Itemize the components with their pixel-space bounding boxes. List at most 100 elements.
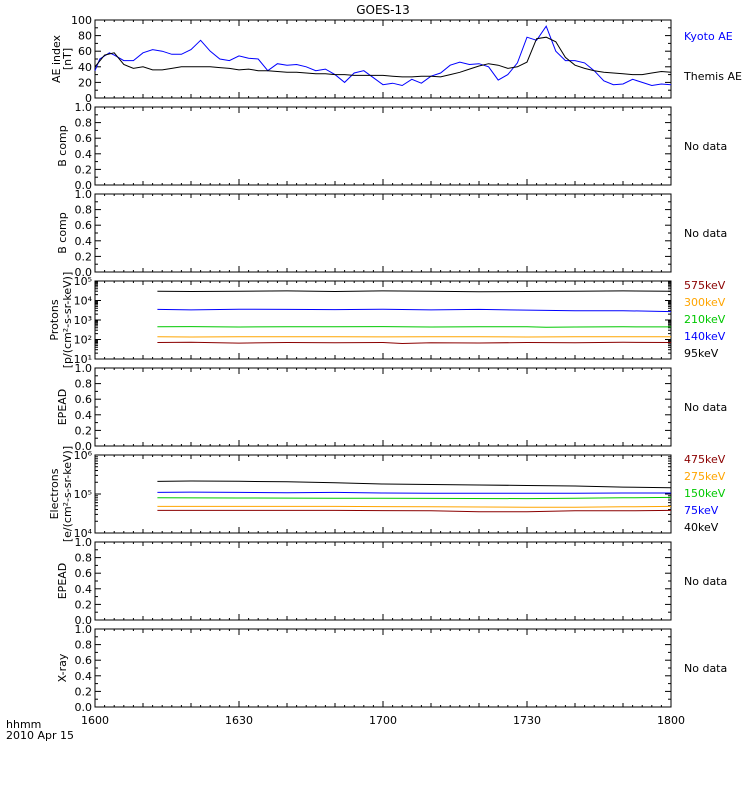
y-axis-label: EPEAD bbox=[56, 389, 69, 426]
panel-6: 10⁴ 10⁵ 10⁶ Electrons [e/(cm²-s-sr-keV)] 475k… bbox=[48, 446, 726, 542]
series-line-kyoto-ae bbox=[94, 25, 672, 87]
time-tick-label: 1630 bbox=[225, 714, 253, 727]
no-data-note: No data bbox=[684, 662, 727, 675]
y-axis-label: B comp bbox=[56, 125, 69, 167]
legend-entry: Kyoto AE bbox=[684, 30, 733, 43]
y-tick-label: 0.8 bbox=[75, 552, 93, 565]
no-data-note: No data bbox=[684, 401, 727, 414]
legend-entry: 140keV bbox=[684, 330, 726, 343]
no-data-note: No data bbox=[684, 575, 727, 588]
y-tick-label: 10¹ bbox=[74, 353, 92, 366]
panel-frame bbox=[94, 628, 672, 708]
y-tick-label: 0.2 bbox=[75, 424, 93, 437]
panel-5: 0.0 0.2 0.4 0.6 0.8 1.0 EPEAD No data bbox=[56, 362, 727, 453]
y-tick-label: 1.0 bbox=[75, 623, 93, 636]
y-tick-label: 1.0 bbox=[75, 536, 93, 549]
series-line-40kev bbox=[157, 480, 672, 489]
y-axis-unit: [p/(cm²-s-sr-keV)] bbox=[61, 272, 74, 369]
y-tick-label: 0.8 bbox=[75, 117, 93, 130]
legend-entry: 40keV bbox=[684, 521, 719, 534]
series-line-475kev bbox=[157, 509, 672, 513]
y-tick-label: 10⁵ bbox=[74, 275, 92, 288]
y-tick-label: 0.2 bbox=[75, 163, 93, 176]
y-tick-label: 1.0 bbox=[75, 101, 93, 114]
y-tick-label: 80 bbox=[78, 30, 92, 43]
time-tick-label: 1700 bbox=[369, 714, 397, 727]
y-tick-label: 0 bbox=[85, 92, 92, 105]
legend-entry: 275keV bbox=[684, 470, 726, 483]
panel-frame bbox=[94, 193, 672, 273]
legend-entry: 210keV bbox=[684, 313, 726, 326]
y-axis-label: AE index bbox=[50, 34, 63, 83]
y-tick-label: 0.4 bbox=[75, 409, 93, 422]
y-tick-label: 0.4 bbox=[75, 583, 93, 596]
no-data-note: No data bbox=[684, 140, 727, 153]
y-tick-label: 0.6 bbox=[75, 654, 93, 667]
y-tick-label: 40 bbox=[78, 61, 92, 74]
y-tick-label: 0.6 bbox=[75, 219, 93, 232]
y-axis-label: B comp bbox=[56, 212, 69, 254]
panel-3: 0.0 0.2 0.4 0.6 0.8 1.0 B comp No data bbox=[56, 188, 727, 279]
y-tick-label: 0.8 bbox=[75, 204, 93, 217]
y-tick-label: 0.0 bbox=[75, 440, 93, 453]
y-tick-label: 0.8 bbox=[75, 378, 93, 391]
y-tick-label: 0.4 bbox=[75, 670, 93, 683]
legend-entry: 475keV bbox=[684, 453, 726, 466]
legend-entry: 300keV bbox=[684, 296, 726, 309]
series-line-575kev bbox=[157, 341, 672, 345]
panel-2: 0.0 0.2 0.4 0.6 0.8 1.0 B comp No data bbox=[56, 101, 727, 192]
series-line-275kev bbox=[157, 505, 672, 508]
y-tick-label: 60 bbox=[78, 45, 92, 58]
chart-title: GOES-13 bbox=[356, 3, 410, 17]
panel-8: 0.0 0.2 0.4 0.6 0.8 1.0 X-ray No data bbox=[56, 623, 727, 714]
y-tick-label: 0.0 bbox=[75, 614, 93, 627]
y-tick-label: 10² bbox=[74, 334, 92, 347]
time-tick-label: 1800 bbox=[657, 714, 685, 727]
panel-1: 0 20 40 60 80 100 AE index[nT] Kyoto AE Themis A… bbox=[50, 14, 742, 105]
panel-stack: 0 20 40 60 80 100 AE index[nT] Kyoto AE Themis A… bbox=[48, 14, 742, 714]
y-tick-label: 1.0 bbox=[75, 362, 93, 375]
time-tick-label: 1730 bbox=[513, 714, 541, 727]
y-tick-label: 0.6 bbox=[75, 132, 93, 145]
y-tick-label: 0.6 bbox=[75, 567, 93, 580]
series-line-themis-ae bbox=[94, 36, 672, 78]
series-line-210kev bbox=[157, 326, 672, 328]
legend-entry: 75keV bbox=[684, 504, 719, 517]
panel-frame bbox=[94, 454, 672, 534]
panel-4: 10¹ 10² 10³ 10⁴ 10⁵ Protons [p/(cm²-s-sr-keV)]… bbox=[48, 272, 726, 369]
time-tick-label: 1600 bbox=[81, 714, 109, 727]
y-axis-label: Protons bbox=[48, 299, 61, 340]
y-tick-label: 0.8 bbox=[75, 639, 93, 652]
y-tick-label: 0.2 bbox=[75, 250, 93, 263]
legend-entry: 575keV bbox=[684, 279, 726, 292]
y-tick-label: 10³ bbox=[74, 314, 92, 327]
y-tick-label: 0.0 bbox=[75, 701, 93, 714]
y-tick-label: 10⁴ bbox=[74, 527, 93, 540]
time-unit-label: hhmm bbox=[6, 718, 41, 731]
legend-entry: 150keV bbox=[684, 487, 726, 500]
y-tick-label: 10⁶ bbox=[74, 449, 93, 462]
y-tick-label: 0.0 bbox=[75, 179, 93, 192]
y-tick-label: 0.6 bbox=[75, 393, 93, 406]
y-axis-label: X-ray bbox=[56, 653, 69, 682]
legend-entry: 95keV bbox=[684, 347, 719, 360]
panel-frame bbox=[94, 19, 672, 99]
y-tick-label: 1.0 bbox=[75, 188, 93, 201]
y-axis-unit: [nT] bbox=[61, 48, 74, 70]
y-tick-label: 100 bbox=[71, 14, 92, 27]
y-tick-label: 10⁵ bbox=[74, 488, 92, 501]
y-tick-label: 0.4 bbox=[75, 148, 93, 161]
y-tick-label: 0.2 bbox=[75, 685, 93, 698]
series-line-150kev bbox=[157, 496, 672, 500]
date-label: 2010 Apr 15 bbox=[6, 729, 74, 742]
y-axis-label: Electrons bbox=[48, 468, 61, 519]
panel-frame bbox=[94, 106, 672, 186]
series-line-140kev bbox=[157, 308, 672, 313]
series-line-75kev bbox=[157, 491, 671, 494]
y-tick-label: 0.0 bbox=[75, 266, 93, 279]
panel-frame bbox=[94, 367, 672, 447]
y-tick-label: 0.2 bbox=[75, 598, 93, 611]
y-axis-label: EPEAD bbox=[56, 563, 69, 600]
y-axis-unit: [e/(cm²-s-sr-keV)] bbox=[61, 446, 74, 542]
